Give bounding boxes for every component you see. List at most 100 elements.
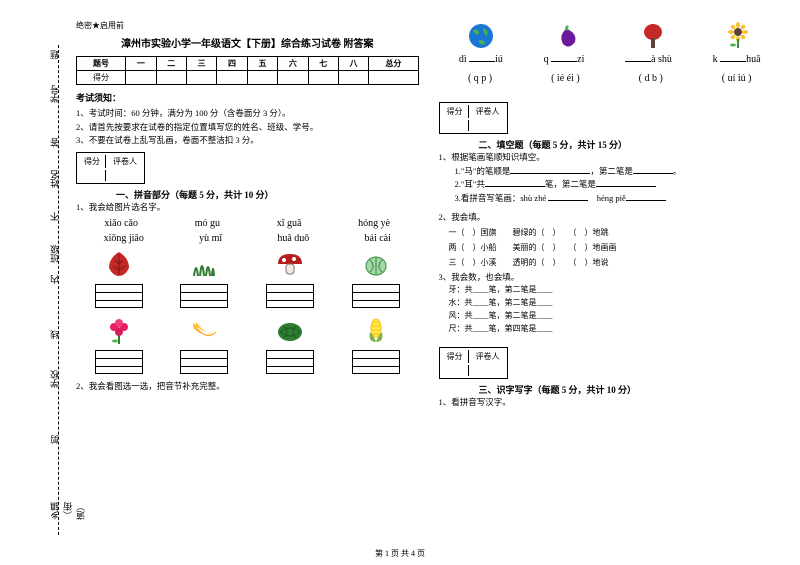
sunflower-icon — [722, 20, 754, 52]
sb2-grader: 评卷人 — [471, 105, 505, 118]
side-inner: 内 — [48, 275, 61, 284]
writebox[interactable] — [95, 350, 143, 374]
s2-q2: 2、我会填。 — [439, 211, 782, 225]
notice-2: 2、请首先按要求在试卷的指定位置填写您的姓名、班级、学号。 — [76, 121, 419, 135]
writebox[interactable] — [266, 350, 314, 374]
choice-2: ( ié éi ) — [551, 73, 580, 84]
banana-icon — [188, 314, 220, 346]
side-label-class: 班级 — [48, 245, 61, 263]
score-h5: 五 — [247, 57, 277, 71]
py-1-0: xiǎo cǎo — [104, 218, 138, 229]
py-1-2: xī guā — [277, 218, 302, 229]
section2-title: 二、填空题（每题 5 分，共计 15 分） — [479, 138, 782, 151]
score-table: 题号 一 二 三 四 五 六 七 八 总分 得分 — [76, 56, 419, 85]
score-h7: 七 — [308, 57, 338, 71]
stroke-row-1: 牙：共____笔，第二笔是____ — [449, 284, 782, 297]
cabbage-icon — [360, 248, 392, 280]
page-footer: 第 1 页 共 4 页 — [0, 548, 800, 559]
grass-icon — [188, 248, 220, 280]
tree-icon — [637, 20, 669, 52]
side-label-id: 学号 — [48, 85, 61, 103]
fill-row-1: 一（ ）国旗 碧绿的（ ） （ ）地跳 — [449, 225, 782, 240]
choice-4: ( uí iú ) — [722, 73, 752, 84]
pinyin-row-2: xiōng jiāo yù mǐ huā duǒ bái cài — [76, 233, 419, 244]
side-ti: 题 — [48, 50, 61, 59]
eggplant-icon — [551, 20, 583, 52]
py-fill-3: à shù — [625, 54, 672, 65]
side-ans: 答 — [48, 138, 61, 147]
writebox[interactable] — [266, 284, 314, 308]
side-label-school: 学校 — [48, 370, 61, 388]
s2-i1: 1."马"的笔顺是，第二笔是。 — [439, 165, 782, 179]
pinyin-row-1: xiǎo cǎo mó gu xī guā hóng yè — [76, 218, 419, 229]
left-column: 绝密★启用前 漳州市实验小学一年级语文【下册】综合练习试卷 附答案 题号 一 二… — [76, 20, 419, 535]
s1-q1: 1、我会给图片选名字。 — [76, 201, 419, 215]
section3-title: 三、识字写字（每题 5 分，共计 10 分） — [479, 383, 782, 396]
py-fill-2: q zi — [544, 54, 585, 65]
score-h0: 题号 — [77, 57, 126, 71]
notice-1: 1、考试时间：60 分钟，满分为 100 分（含卷面分 3 分）。 — [76, 107, 419, 121]
s2-i3: 3.看拼音写笔画：shù zhé héng piě — [439, 192, 782, 206]
score-h8: 八 — [338, 57, 368, 71]
choice-1: ( q p ) — [468, 73, 492, 84]
notice-heading: 考试须知： — [76, 91, 419, 104]
pic-row-1 — [76, 248, 419, 280]
cut-line — [58, 45, 59, 535]
flower-icon — [103, 314, 135, 346]
score-h2: 二 — [156, 57, 186, 71]
mushroom-icon — [274, 248, 306, 280]
writebox[interactable] — [95, 284, 143, 308]
pinyin-fill-row: dì iú q zi à shù k huā — [439, 54, 782, 65]
py-fill-1: dì iú — [459, 54, 503, 65]
section1-title: 一、拼音部分（每题 5 分，共计 10 分） — [116, 188, 419, 201]
sb-score: 得分 — [79, 155, 106, 168]
writebox[interactable] — [352, 350, 400, 374]
side-line: 线 — [48, 330, 61, 339]
py-2-2: huā duǒ — [277, 233, 309, 244]
binding-margin: 乡镇（街道） 剪 学校 线 内 班级 不 姓名 答 学号 题 — [20, 20, 70, 520]
s3-q1: 1、看拼音写汉字。 — [439, 396, 782, 410]
py-2-1: yù mǐ — [199, 233, 222, 244]
right-column: dì iú q zi à shù k huā ( q p ) ( ié éi )… — [439, 20, 782, 535]
sb3-grader: 评卷人 — [471, 350, 505, 363]
writebox[interactable] — [180, 350, 228, 374]
fill-grid: 一（ ）国旗 碧绿的（ ） （ ）地跳 两（ ）小船 美丽的（ ） （ ）地画画… — [439, 225, 782, 271]
s2-i2: 2."耳"共笔，第二笔是 — [439, 178, 782, 192]
py-1-3: hóng yè — [358, 218, 390, 229]
s1-q2: 2、我会看图选一选，把音节补充完整。 — [76, 380, 419, 394]
sb2-score: 得分 — [442, 105, 469, 118]
side-cut: 剪 — [48, 435, 61, 444]
writebox-row-1 — [76, 284, 419, 308]
stroke-count-list: 牙：共____笔，第二笔是____ 水：共____笔，第二笔是____ 风：共_… — [439, 284, 782, 335]
earth-icon — [465, 20, 497, 52]
py-fill-4: k huā — [713, 54, 761, 65]
score-h4: 四 — [217, 57, 247, 71]
stroke-row-2: 水：共____笔，第二笔是____ — [449, 297, 782, 310]
score-h1: 一 — [126, 57, 156, 71]
score-h3: 三 — [186, 57, 216, 71]
writebox[interactable] — [180, 284, 228, 308]
score-h6: 六 — [278, 57, 308, 71]
writebox-row-2 — [76, 350, 419, 374]
py-2-3: bái cài — [365, 233, 391, 244]
fill-row-2: 两（ ）小船 美丽的（ ） （ ）地画画 — [449, 240, 782, 255]
s2-q1: 1、根据笔画笔顺知识填空。 — [439, 151, 782, 165]
corn-icon — [360, 314, 392, 346]
py-1-1: mó gu — [195, 218, 220, 229]
notice-3: 3、不要在试卷上乱写乱画，卷面不整洁扣 3 分。 — [76, 134, 419, 148]
confidential-seal: 绝密★启用前 — [76, 20, 419, 31]
writebox[interactable] — [352, 284, 400, 308]
watermelon-icon — [274, 314, 306, 346]
section2-scorebox: 得分 评卷人 — [439, 102, 508, 134]
score-value-row: 得分 — [77, 71, 419, 85]
page-content: 绝密★启用前 漳州市实验小学一年级语文【下册】综合练习试卷 附答案 题号 一 二… — [76, 20, 781, 535]
pic-row-2 — [76, 314, 419, 346]
choice-row: ( q p ) ( ié éi ) ( d b ) ( uí iú ) — [439, 73, 782, 84]
fill-row-3: 三（ ）小溪 透明的（ ） （ ）地说 — [449, 255, 782, 270]
score-h9: 总分 — [369, 57, 418, 71]
sb-grader: 评卷人 — [108, 155, 142, 168]
sb3-score: 得分 — [442, 350, 469, 363]
leaf-icon — [103, 248, 135, 280]
top-icon-row — [439, 20, 782, 52]
score-head-row: 题号 一 二 三 四 五 六 七 八 总分 — [77, 57, 419, 71]
